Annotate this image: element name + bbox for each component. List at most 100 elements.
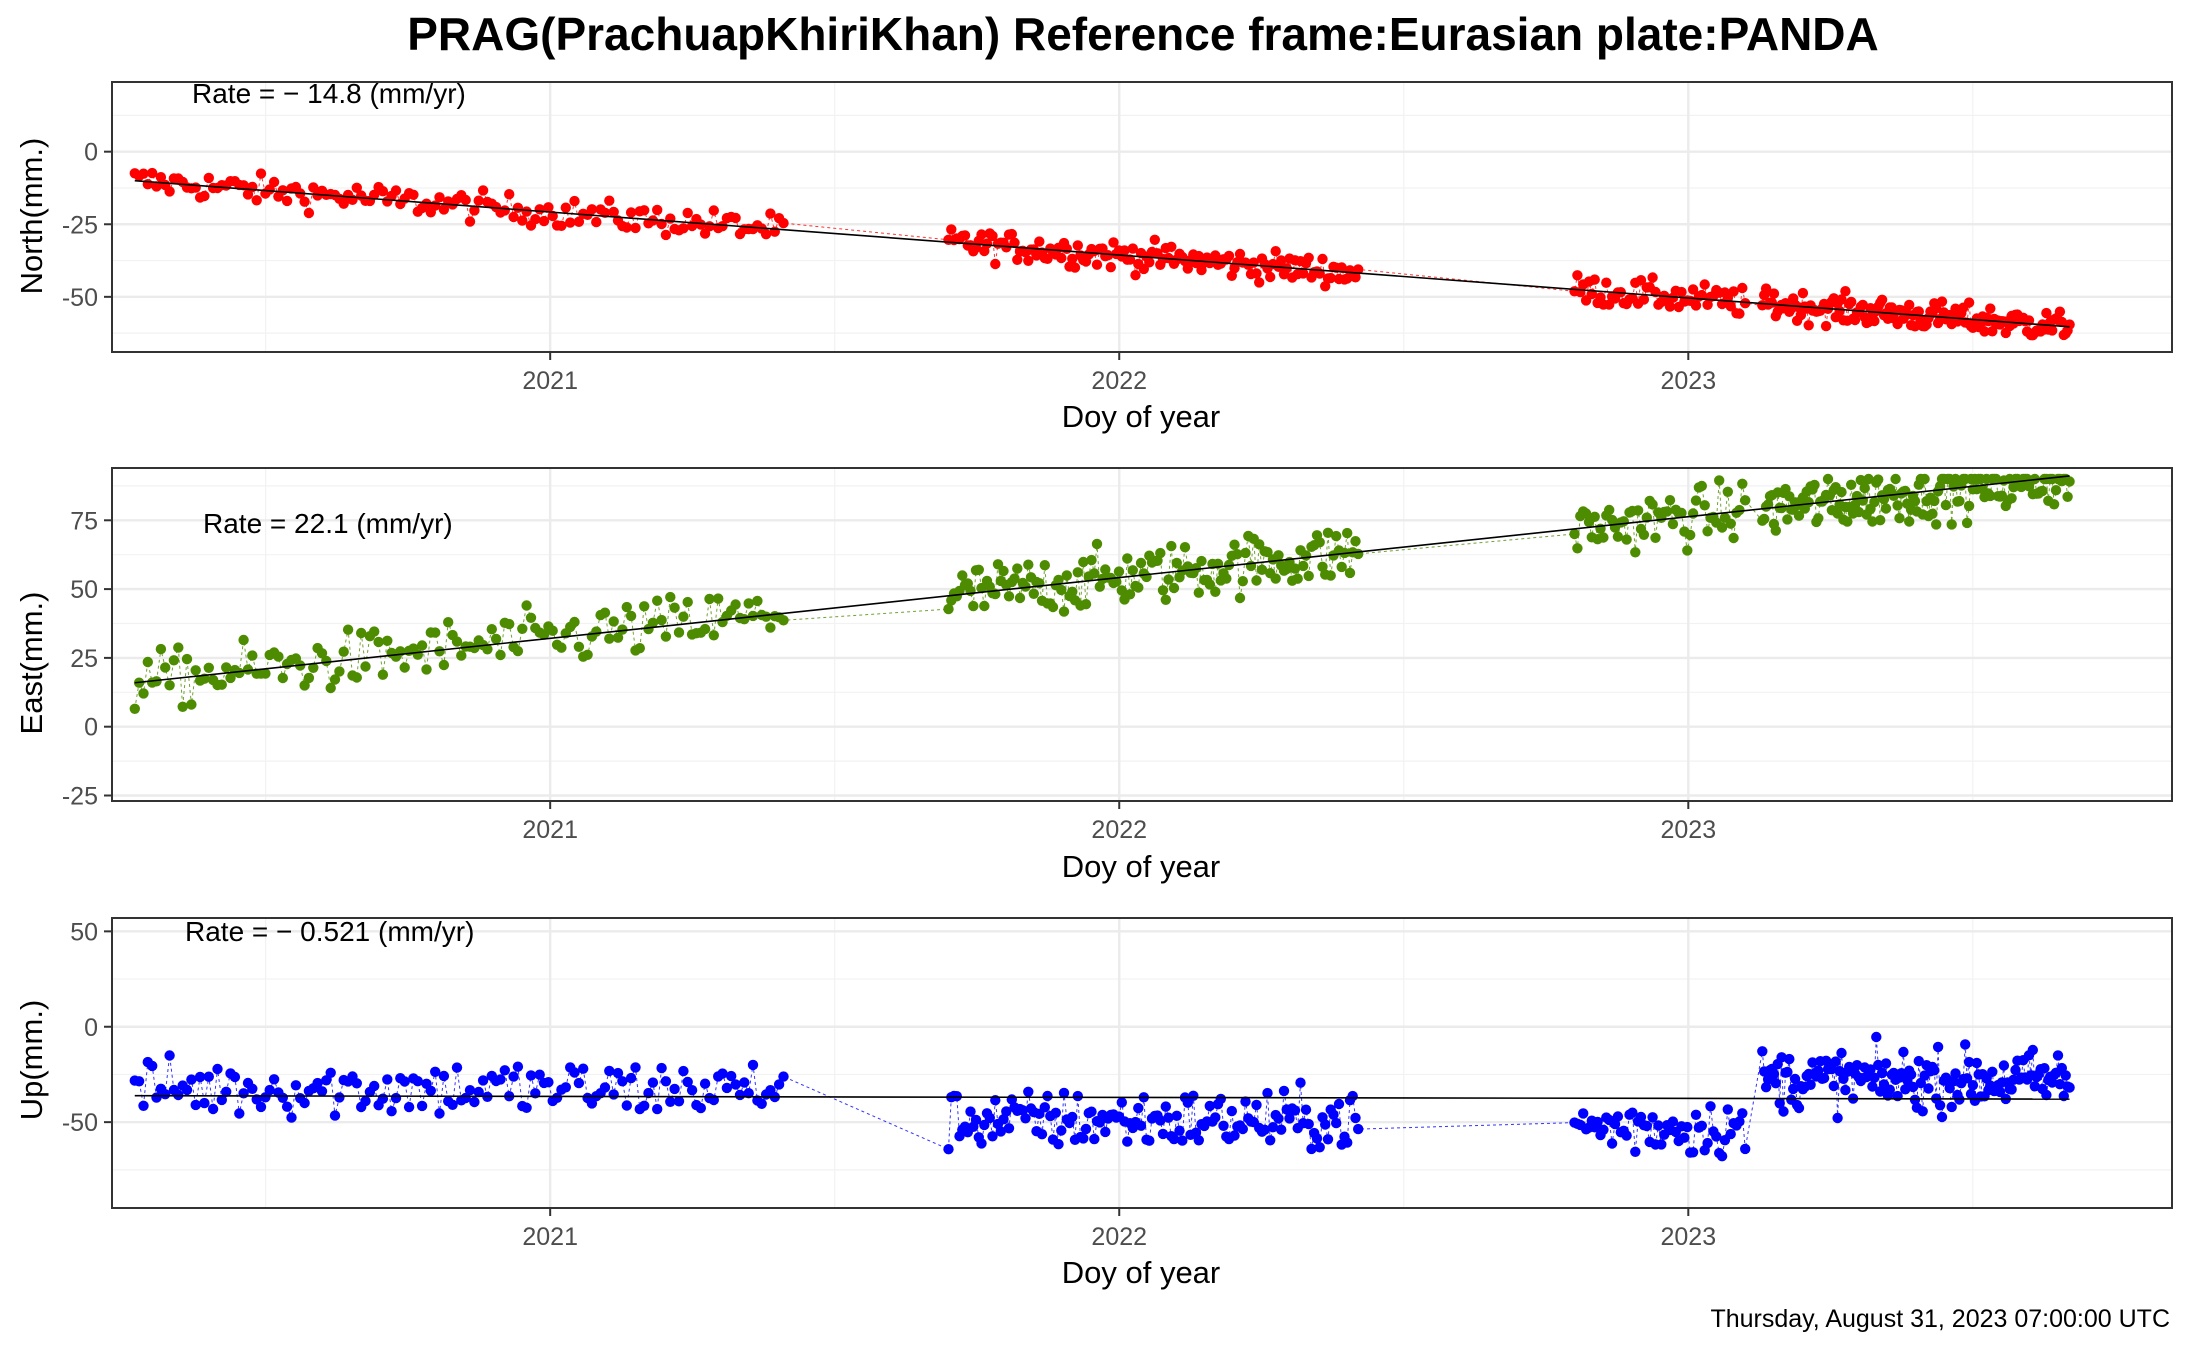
east-data-point	[1270, 573, 1281, 584]
east-ytick-label: 0	[84, 714, 98, 742]
east-data-point	[1699, 500, 1710, 511]
east-data-point	[443, 617, 454, 628]
east-data-point	[1716, 522, 1728, 533]
north-data-point	[190, 182, 201, 193]
north-data-point	[1350, 272, 1361, 283]
east-data-point	[451, 636, 463, 647]
up-data-point	[186, 1074, 197, 1085]
east-data-point	[216, 679, 227, 690]
north-data-point	[1737, 282, 1748, 294]
up-data-point	[970, 1114, 982, 1126]
east-data-point	[1875, 515, 1886, 526]
north-grid	[112, 82, 2172, 352]
up-data-point	[425, 1085, 436, 1097]
up-data-point	[1656, 1139, 1667, 1150]
up-data-point	[1157, 1128, 1169, 1140]
up-rate-label: Rate = − 0.521 (mm/yr)	[185, 916, 474, 947]
east-data-point	[329, 674, 341, 685]
north-data-point	[473, 195, 484, 206]
east-data-point	[1873, 474, 1884, 485]
north-data-point	[1023, 255, 1034, 266]
east-data-point	[625, 610, 637, 622]
east-data-point	[1111, 576, 1122, 587]
up-data-point	[747, 1059, 759, 1071]
east-data-point	[1039, 560, 1051, 571]
east-data-point	[1931, 519, 1942, 530]
up-data-point	[438, 1070, 450, 1082]
north-data-point	[421, 198, 432, 209]
up-data-point	[321, 1075, 332, 1086]
up-data-point	[369, 1080, 380, 1092]
up-data-point	[773, 1079, 785, 1090]
east-data-point	[2006, 493, 2017, 504]
north-data-point	[573, 216, 585, 227]
north-data-point	[1768, 288, 1780, 299]
east-data-point	[308, 662, 319, 673]
north-data-point	[238, 180, 249, 191]
east-data-point	[1737, 478, 1748, 489]
up-data-point	[617, 1076, 628, 1087]
north-data-point	[665, 213, 676, 224]
up-data-point	[360, 1095, 371, 1107]
up-series-line	[134, 1036, 2070, 1158]
east-data-point	[1836, 486, 1847, 498]
north-data-point	[460, 194, 471, 206]
east-data-point	[1124, 589, 1136, 600]
up-data-point	[1080, 1123, 1092, 1135]
up-data-point	[1830, 1056, 1841, 1067]
up-data-point	[1188, 1090, 1199, 1102]
up-data-point	[1001, 1106, 1012, 1117]
up-data-point	[1215, 1093, 1227, 1105]
east-data-point	[399, 662, 410, 673]
east-data-point	[943, 603, 954, 615]
north-data-point	[538, 215, 550, 227]
up-data-point	[1251, 1099, 1262, 1111]
up-data-point	[995, 1126, 1006, 1137]
up-data-point	[1774, 1098, 1785, 1109]
up-data-point	[473, 1086, 484, 1098]
east-data-point	[1133, 582, 1144, 593]
north-xtick-label: 2022	[1091, 367, 1147, 395]
north-data-point	[255, 168, 267, 179]
north-data-point	[959, 230, 971, 241]
east-data-point	[765, 622, 776, 633]
up-data-point	[1289, 1105, 1301, 1116]
east-data-point	[1160, 594, 1172, 605]
up-data-point	[1058, 1087, 1070, 1099]
up-data-point	[984, 1112, 995, 1124]
up-data-point	[726, 1070, 737, 1082]
up-data-point	[190, 1099, 201, 1111]
east-data-point	[1685, 529, 1696, 541]
north-data-point	[1846, 296, 1857, 308]
east-data-point	[181, 653, 193, 665]
up-data-point	[1168, 1133, 1180, 1145]
east-ytick-label: -25	[62, 782, 98, 810]
east-data-point	[660, 631, 672, 642]
up-data-point	[1653, 1120, 1664, 1131]
up-data-point	[1303, 1118, 1314, 1130]
north-data-point	[1149, 234, 1161, 245]
east-data-point	[1072, 567, 1084, 578]
up-data-point	[1284, 1113, 1295, 1124]
up-data-point	[1913, 1055, 1925, 1067]
east-data-point	[225, 672, 236, 684]
up-data-point	[1322, 1134, 1334, 1145]
east-data-point	[1638, 529, 1650, 540]
east-data-point	[1667, 518, 1679, 530]
up-data-point	[1328, 1109, 1339, 1120]
up-data-point	[499, 1065, 510, 1076]
east-data-point	[1782, 514, 1793, 525]
up-data-point	[599, 1082, 611, 1093]
chart-title: PRAG(PrachuapKhiriKhan) Reference frame:…	[407, 8, 1878, 60]
east-trend-line	[134, 475, 2070, 684]
north-data-point	[469, 205, 480, 216]
up-data-point	[1003, 1123, 1015, 1134]
east-data-point	[504, 618, 515, 630]
east-data-point	[1632, 505, 1644, 516]
north-data-point	[621, 222, 632, 233]
up-data-point	[1929, 1065, 1940, 1076]
east-data-point	[129, 703, 140, 714]
up-data-point	[573, 1077, 585, 1089]
up-data-point	[460, 1092, 471, 1104]
east-data-point	[699, 623, 711, 635]
